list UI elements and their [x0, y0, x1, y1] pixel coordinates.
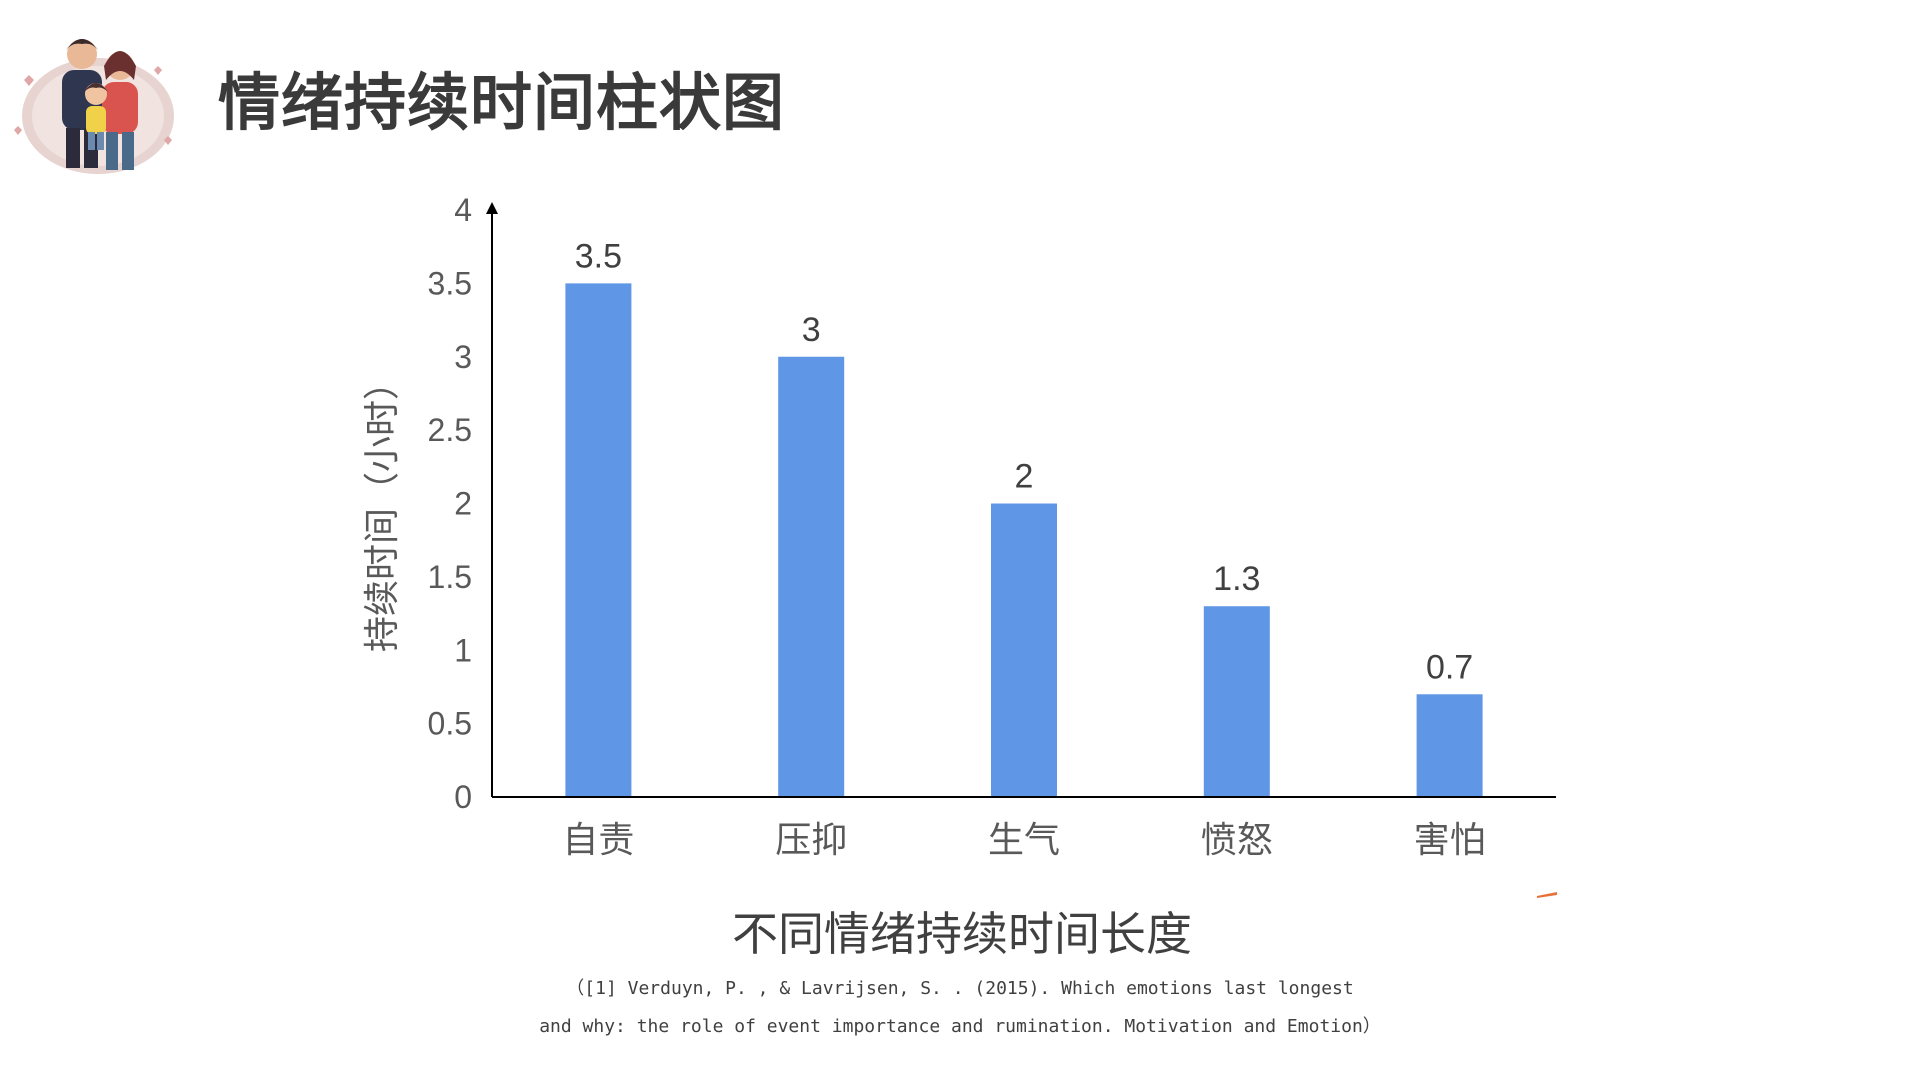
bar-data-label: 3 — [802, 311, 821, 349]
bar-data-label: 3.5 — [575, 237, 622, 275]
y-tick-label: 3 — [454, 339, 472, 375]
page-title: 情绪持续时间柱状图 — [218, 66, 786, 139]
family-illustration-icon — [14, 39, 174, 174]
y-tick-label: 0 — [454, 779, 472, 815]
bar — [778, 356, 845, 797]
x-category-label: 自责 — [562, 820, 634, 861]
bars — [565, 283, 1483, 797]
x-category-label: 生气 — [988, 820, 1060, 861]
x-category-label: 愤怒 — [1201, 820, 1273, 861]
y-tick-label: 1 — [454, 632, 472, 668]
bar-data-label: 2 — [1015, 458, 1034, 496]
citation-line-1: （[1] Verduyn, P. , & Lavrijsen, S. . (20… — [566, 978, 1354, 999]
bar-data-label: 1.3 — [1213, 560, 1260, 598]
y-tick-label: 1.5 — [428, 559, 472, 595]
bar — [1203, 606, 1270, 797]
x-axis-categories: 自责 压抑 生气 愤怒 害怕 — [562, 820, 1485, 861]
data-labels: 3.5 3 2 1.3 0.7 — [575, 237, 1473, 686]
y-tick-label: 2.5 — [428, 412, 472, 448]
x-category-label: 压抑 — [775, 820, 847, 861]
orange-mark — [1537, 892, 1557, 898]
y-axis-title: 持续时间（小时） — [362, 364, 403, 652]
y-axis-ticks: 0 0.5 1 1.5 2 2.5 3 3.5 4 — [428, 192, 472, 815]
y-tick-label: 3.5 — [428, 265, 472, 301]
bar — [991, 503, 1057, 797]
y-axis-arrow-icon — [486, 202, 498, 214]
bar — [1416, 694, 1483, 797]
bar-data-label: 0.7 — [1426, 648, 1473, 686]
x-category-label: 害怕 — [1414, 820, 1486, 861]
y-tick-label: 0.5 — [428, 706, 472, 742]
x-axis-title: 不同情绪持续时间长度 — [732, 907, 1192, 961]
y-tick-label: 4 — [454, 192, 472, 228]
y-tick-label: 2 — [454, 486, 472, 522]
citation-line-2: and why: the role of event importance an… — [539, 1016, 1381, 1037]
bar — [565, 283, 632, 797]
